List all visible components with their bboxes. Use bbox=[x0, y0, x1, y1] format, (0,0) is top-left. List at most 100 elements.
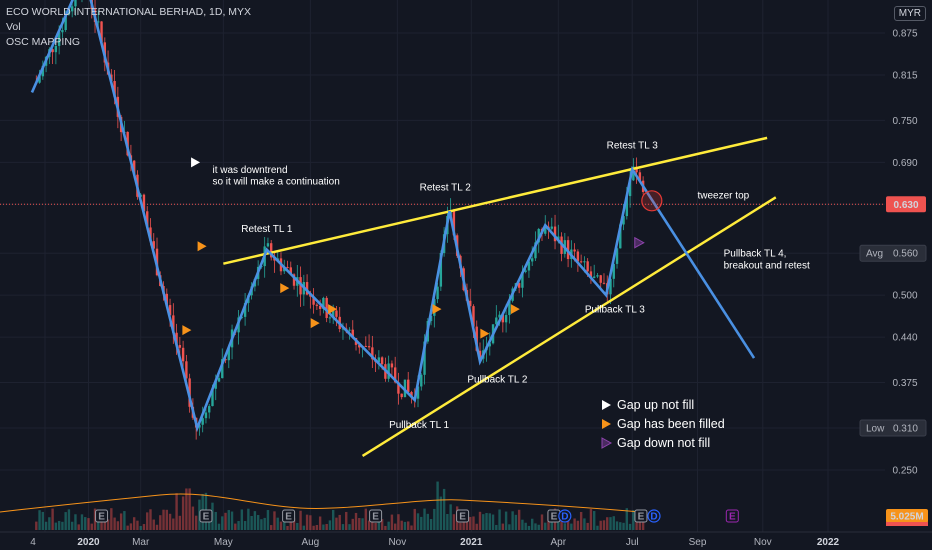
volume-bar bbox=[279, 521, 283, 530]
candle-body bbox=[579, 261, 583, 263]
volume-bar bbox=[106, 519, 110, 530]
candle-body bbox=[211, 388, 214, 407]
volume-bar bbox=[354, 512, 358, 530]
chart-title: ECO WORLD INTERNATIONAL BERHAD, 1D, MYX bbox=[6, 6, 252, 18]
volume-bar bbox=[172, 518, 175, 530]
volume-bar bbox=[185, 488, 188, 530]
volume-bar bbox=[498, 509, 501, 530]
candle-body bbox=[390, 363, 394, 368]
avg-value: 0.560 bbox=[893, 249, 918, 260]
volume-bar bbox=[429, 519, 433, 530]
x-axis[interactable]: 4 2020 Mar May Aug Nov 2021 Apr Jul Sep Nov 2022 bbox=[0, 531, 932, 550]
x-tick-label: 2020 bbox=[77, 537, 100, 548]
candle-body bbox=[410, 392, 413, 398]
candle-body bbox=[305, 282, 309, 295]
x-tick-label: Nov bbox=[754, 537, 772, 548]
candle-body bbox=[367, 346, 371, 348]
volume-bar bbox=[44, 521, 48, 530]
volume-bar bbox=[361, 518, 364, 530]
volume-bar bbox=[482, 514, 485, 530]
volume-bar bbox=[527, 525, 531, 530]
candle-body bbox=[371, 347, 374, 360]
annotation-label: tweezer top bbox=[698, 191, 750, 202]
earnings-badge-icon bbox=[282, 509, 296, 523]
y-tick-label: 0.815 bbox=[892, 70, 917, 81]
annotation-label: Retest TL 1 bbox=[241, 224, 293, 235]
volume-bar bbox=[253, 511, 257, 530]
volume-bar bbox=[64, 512, 67, 530]
volume-bar bbox=[573, 518, 576, 530]
volume-bar bbox=[641, 520, 645, 530]
volume-bar bbox=[61, 521, 64, 530]
candle-body bbox=[475, 326, 478, 351]
volume-bar bbox=[579, 511, 583, 530]
volume-bar bbox=[77, 524, 80, 530]
volume-bar bbox=[227, 510, 230, 530]
candle-body bbox=[61, 30, 64, 33]
volume-bar bbox=[537, 524, 540, 530]
candle-body bbox=[550, 226, 553, 229]
volume-bar bbox=[380, 519, 384, 530]
candle-body bbox=[364, 345, 368, 347]
x-tick-label: Sep bbox=[689, 537, 707, 548]
low-value: 0.310 bbox=[893, 424, 918, 435]
volume-bar bbox=[485, 513, 488, 530]
x-tick-label: 4 bbox=[30, 537, 36, 548]
legend-symbol-down_not_fill bbox=[601, 437, 613, 449]
annotation-label: Pullback TL 3 bbox=[585, 305, 645, 316]
event-badge-E: E bbox=[282, 509, 296, 523]
volume-bar bbox=[302, 525, 306, 530]
candle-body bbox=[74, 0, 77, 7]
y-tick-label: 0.440 bbox=[892, 333, 917, 344]
volume-bar bbox=[374, 522, 377, 530]
low-tag bbox=[859, 419, 927, 437]
candle-body bbox=[612, 263, 615, 279]
candle-body bbox=[165, 293, 168, 306]
volume-bar bbox=[165, 509, 168, 530]
volume-bar bbox=[341, 524, 345, 530]
y-axis[interactable]: 0.875 0.815 0.750 0.690 0.630 0.560 0.500 0.440… bbox=[859, 0, 932, 550]
volume-bar bbox=[74, 514, 77, 530]
volume-bar bbox=[113, 517, 116, 530]
candle-body bbox=[172, 315, 175, 333]
volume-bar bbox=[514, 514, 518, 530]
volume-bar bbox=[100, 519, 103, 530]
candles bbox=[35, 0, 645, 440]
dividend-badge-icon bbox=[647, 509, 661, 523]
annotation-label: breakout and retest bbox=[724, 261, 810, 272]
volume-bar bbox=[540, 514, 544, 530]
volume-bar bbox=[397, 514, 400, 530]
badge-label: E bbox=[203, 512, 210, 523]
legend: Gap up not fill Gap has been filled Gap do… bbox=[601, 398, 725, 450]
indicator-vol[interactable]: Vol bbox=[6, 21, 21, 33]
badge-label: D bbox=[650, 512, 657, 523]
x-tick-label: Apr bbox=[551, 537, 567, 548]
indicator-osc[interactable]: OSC MAPPING bbox=[6, 36, 81, 48]
volume-bar bbox=[452, 514, 456, 530]
candle-body bbox=[544, 226, 547, 234]
candle-body bbox=[221, 359, 224, 379]
candle-body bbox=[175, 332, 178, 346]
candle-body bbox=[420, 374, 423, 387]
candle-body bbox=[100, 21, 103, 43]
badge-label: E bbox=[729, 512, 736, 523]
volume-bar bbox=[491, 514, 495, 530]
volume-bar bbox=[449, 504, 452, 530]
earnings-badge-icon bbox=[725, 509, 739, 523]
volume-bar bbox=[260, 519, 263, 530]
candle-body bbox=[387, 363, 390, 379]
volume-bar bbox=[592, 511, 596, 530]
x-tick-label: May bbox=[214, 537, 233, 548]
volume-bar bbox=[132, 517, 136, 530]
volume-bar bbox=[622, 522, 625, 530]
volume-bar bbox=[544, 522, 547, 530]
volume-bar bbox=[635, 519, 638, 530]
volume-bar bbox=[615, 521, 619, 530]
candle-body bbox=[380, 357, 384, 365]
currency-button[interactable]: MYR bbox=[893, 6, 926, 21]
candle-body bbox=[576, 251, 580, 262]
volume-bar bbox=[472, 516, 475, 530]
gap-marker-filled bbox=[328, 304, 338, 315]
volume-bar bbox=[221, 516, 224, 530]
